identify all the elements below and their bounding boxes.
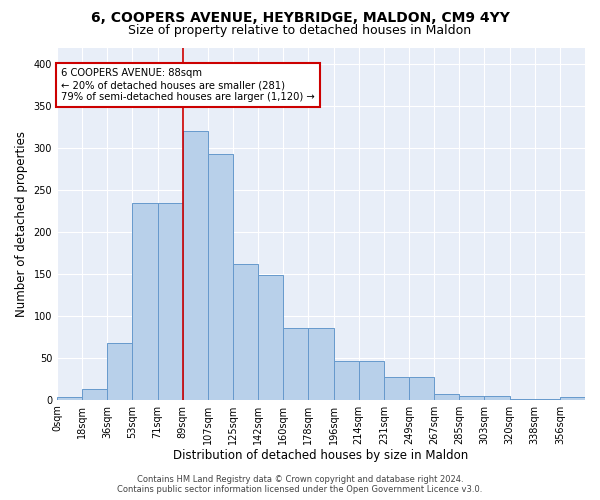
Bar bbox=[308, 328, 334, 400]
Bar bbox=[384, 377, 409, 400]
Bar bbox=[82, 389, 107, 400]
Y-axis label: Number of detached properties: Number of detached properties bbox=[15, 130, 28, 316]
Bar bbox=[107, 342, 133, 400]
Text: Size of property relative to detached houses in Maldon: Size of property relative to detached ho… bbox=[128, 24, 472, 37]
Bar bbox=[158, 202, 183, 400]
Bar bbox=[509, 399, 535, 400]
Bar bbox=[560, 397, 585, 400]
Bar bbox=[459, 396, 484, 400]
Bar bbox=[283, 328, 308, 400]
Text: 6 COOPERS AVENUE: 88sqm
← 20% of detached houses are smaller (281)
79% of semi-d: 6 COOPERS AVENUE: 88sqm ← 20% of detache… bbox=[61, 68, 314, 102]
Bar bbox=[535, 399, 560, 400]
Bar bbox=[409, 377, 434, 400]
Bar bbox=[258, 275, 283, 400]
Bar bbox=[359, 361, 384, 400]
Bar bbox=[434, 394, 459, 400]
Text: 6, COOPERS AVENUE, HEYBRIDGE, MALDON, CM9 4YY: 6, COOPERS AVENUE, HEYBRIDGE, MALDON, CM… bbox=[91, 11, 509, 25]
X-axis label: Distribution of detached houses by size in Maldon: Distribution of detached houses by size … bbox=[173, 450, 469, 462]
Bar bbox=[57, 397, 82, 400]
Bar bbox=[208, 154, 233, 400]
Text: Contains HM Land Registry data © Crown copyright and database right 2024.
Contai: Contains HM Land Registry data © Crown c… bbox=[118, 474, 482, 494]
Bar bbox=[484, 396, 509, 400]
Bar bbox=[133, 202, 158, 400]
Bar bbox=[183, 132, 208, 400]
Bar bbox=[233, 264, 258, 400]
Bar bbox=[334, 361, 359, 400]
